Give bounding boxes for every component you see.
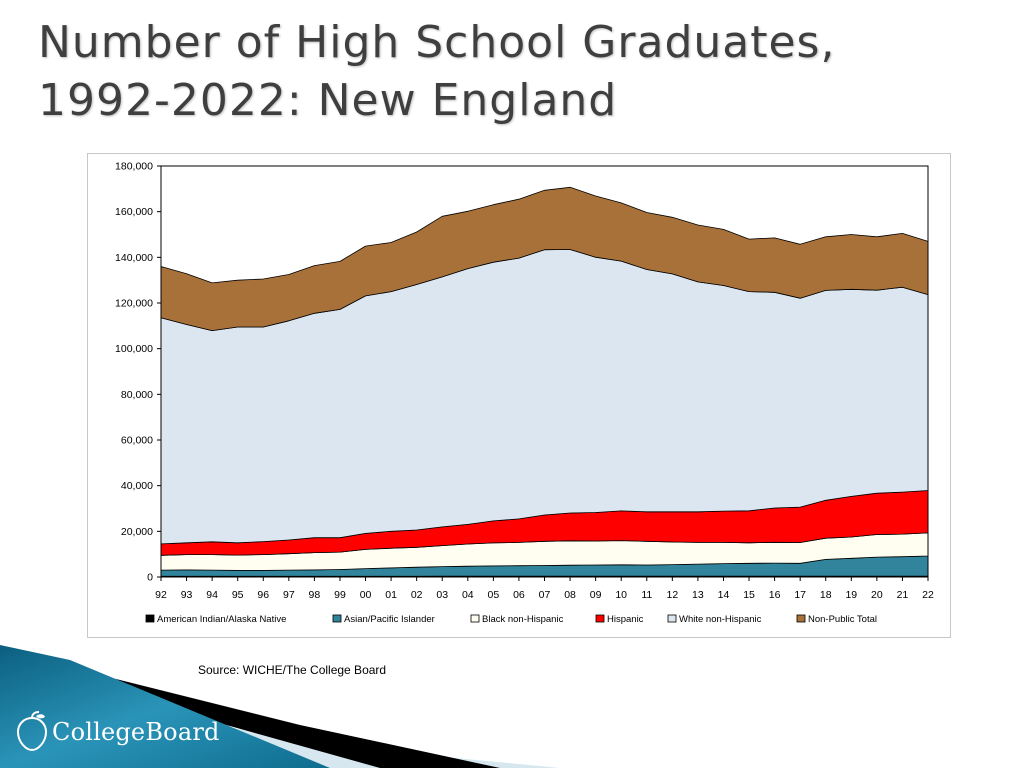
- x-tick-label: 08: [564, 589, 576, 601]
- y-tick-label: 120,000: [115, 298, 153, 310]
- x-tick-label: 94: [206, 589, 218, 601]
- x-tick-label: 99: [334, 589, 346, 601]
- y-tick-label: 80,000: [121, 389, 153, 401]
- x-tick-label: 13: [692, 589, 704, 601]
- x-tick-label: 97: [283, 589, 295, 601]
- x-tick-label: 22: [922, 589, 934, 601]
- y-tick-label: 180,000: [115, 161, 153, 173]
- x-tick-label: 92: [155, 589, 167, 601]
- x-tick-label: 19: [845, 589, 857, 601]
- x-tick-label: 04: [462, 589, 474, 601]
- x-tick-label: 93: [181, 589, 193, 601]
- x-tick-label: 16: [769, 589, 781, 601]
- logo-text: CollegeBoard: [52, 718, 220, 746]
- x-tick-label: 12: [666, 589, 678, 601]
- x-tick-label: 02: [411, 589, 423, 601]
- x-tick-label: 96: [257, 589, 269, 601]
- legend-label-1: Asian/Pacific Islander: [344, 614, 435, 625]
- x-tick-label: 01: [385, 589, 397, 601]
- source-note: Source: WICHE/The College Board: [198, 663, 387, 677]
- legend-label-5: Non-Public Total: [808, 614, 877, 625]
- y-tick-label: 60,000: [121, 435, 153, 447]
- chart-frame: 0 20,000 40,000 60,000 80,000 100,000 120,000 1…: [87, 153, 951, 638]
- acorn-logo-icon: [16, 711, 48, 752]
- y-tick-label: 140,000: [115, 252, 153, 264]
- x-tick-label: 20: [871, 589, 883, 601]
- legend-label-2: Black non-Hispanic: [482, 614, 564, 625]
- legend-swatch-1: [332, 614, 342, 623]
- stacked-area-chart: 0 20,000 40,000 60,000 80,000 100,000 120,000 1…: [115, 161, 934, 626]
- x-tick-label: 18: [820, 589, 832, 601]
- legend-label-0: American Indian/Alaska Native: [157, 614, 286, 625]
- legend-label-4: White non-Hispanic: [679, 614, 762, 625]
- legend-swatch-2: [470, 614, 480, 623]
- y-tick-label: 100,000: [115, 343, 153, 355]
- x-tick-label: 05: [488, 589, 500, 601]
- collegeboard-logo: CollegeBoard: [14, 708, 220, 756]
- x-tick-label: 15: [743, 589, 755, 601]
- x-tick-label: 17: [794, 589, 806, 601]
- legend-swatch-4: [667, 614, 677, 623]
- legend-label-3: Hispanic: [607, 614, 644, 625]
- y-tick-label: 40,000: [121, 480, 153, 492]
- x-tick-label: 09: [590, 589, 602, 601]
- slide-title-line1: Number of High School Graduates,: [38, 17, 836, 68]
- x-tick-label: 07: [539, 589, 551, 601]
- x-tick-label: 00: [360, 589, 372, 601]
- x-tick-label: 21: [897, 589, 909, 601]
- x-tick-label: 11: [641, 589, 652, 601]
- legend-swatch-5: [796, 614, 806, 623]
- legend-swatch-3: [595, 614, 605, 623]
- slide-title-line2: 1992-2022: New England: [38, 75, 618, 126]
- x-tick-label: 14: [718, 589, 730, 601]
- x-tick-label: 06: [513, 589, 525, 601]
- x-tick-label: 03: [436, 589, 448, 601]
- y-tick-label: 20,000: [121, 526, 153, 538]
- legend-swatch-0: [145, 614, 155, 623]
- y-tick-label: 0: [147, 572, 153, 584]
- slide-title: Number of High School Graduates, 1992-20…: [38, 14, 998, 130]
- x-tick-label: 10: [615, 589, 627, 601]
- x-tick-label: 95: [232, 589, 244, 601]
- y-tick-label: 160,000: [115, 206, 153, 218]
- x-tick-label: 98: [309, 589, 321, 601]
